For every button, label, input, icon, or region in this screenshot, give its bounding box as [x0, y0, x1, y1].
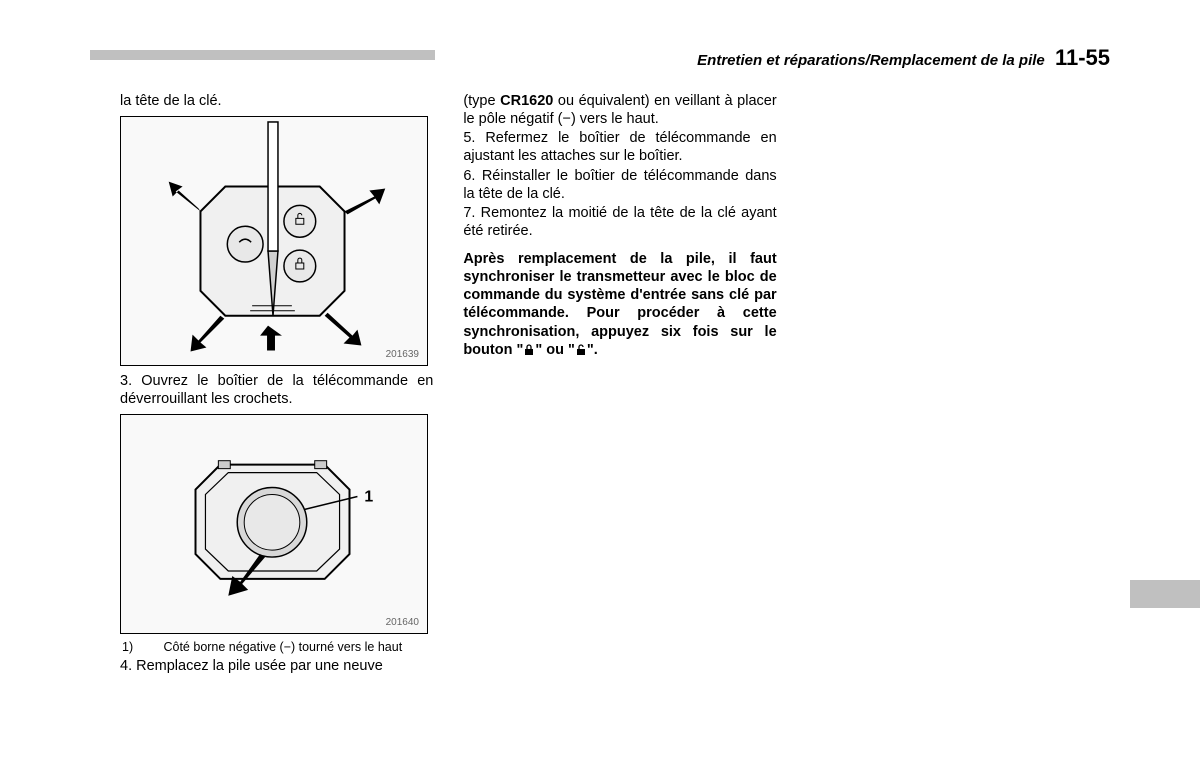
key-fob-diagram: [121, 117, 427, 365]
page-number: 11-55: [1055, 45, 1110, 70]
figure-id: 201640: [386, 617, 419, 630]
figure-caption: 1) Côté borne négative (−) tourné vers l…: [142, 640, 433, 656]
battery-diagram: 1: [121, 415, 427, 634]
figure-1: 201639: [120, 116, 428, 366]
page-header: Entretien et réparations/Remplacement de…: [697, 45, 1110, 71]
text-line: la tête de la clé.: [120, 92, 433, 110]
text-step-6: 6. Réinstaller le boîtier de télécommand…: [463, 167, 776, 203]
svg-text:1: 1: [364, 489, 373, 506]
figure-id: 201639: [386, 349, 419, 362]
unlock-icon: [575, 344, 587, 356]
column-2: (type CR1620 ou équivalent) en veillant …: [463, 92, 776, 676]
text-step-5: 5. Refermez le boîtier de télécommande e…: [463, 129, 776, 165]
battery-model: CR1620: [500, 93, 553, 109]
caption-text: Côté borne négative (−) tourné vers le h…: [163, 640, 402, 654]
lock-icon: [523, 344, 535, 356]
text-step-7: 7. Remontez la moitié de la tête de la c…: [463, 204, 776, 240]
caption-num: 1): [142, 640, 160, 656]
side-tab: [1130, 580, 1200, 608]
breadcrumb: Entretien et réparations/Remplacement de…: [697, 52, 1045, 69]
text-step-3: 3. Ouvrez le boîtier de la télécommande …: [120, 372, 433, 408]
text-sync-note: Après remplacement de la pile, il faut s…: [463, 250, 776, 359]
column-1: la tête de la clé.: [120, 92, 433, 676]
content-columns: la tête de la clé.: [120, 92, 1120, 676]
text-step-4: 4. Remplacez la pile usée par une neuve: [120, 657, 433, 675]
header-bar: [90, 50, 435, 60]
column-3: [807, 92, 1120, 676]
figure-2: 1 201640: [120, 414, 428, 634]
text-battery-type: (type CR1620 ou équivalent) en veillant …: [463, 92, 776, 128]
